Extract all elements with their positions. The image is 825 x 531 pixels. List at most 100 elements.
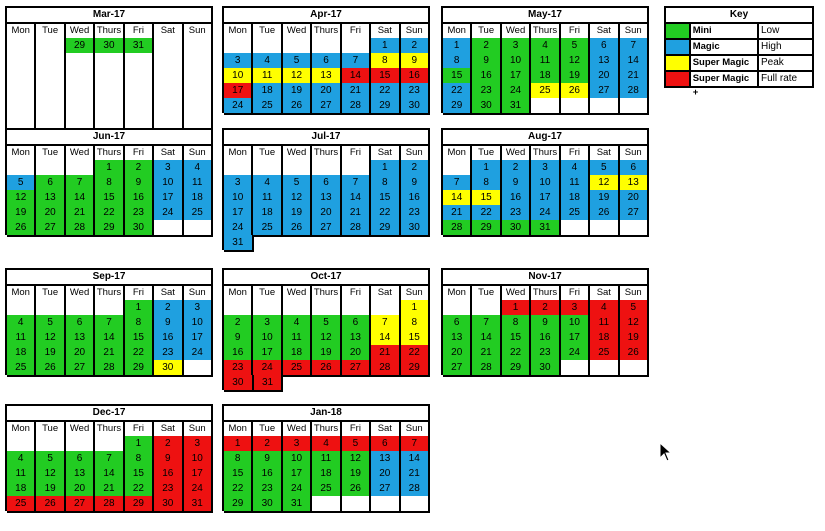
day-cell: [371, 496, 401, 513]
week-row: 25 26 27 28 29 30 31: [7, 496, 213, 513]
day-cell: [560, 220, 591, 237]
week-row: 13 14 15 16 17 18 19: [443, 330, 649, 347]
key-tier-name: Super Magic: [691, 56, 759, 70]
month-grid: Mon Tue Wed Thurs Fri Sat Sun 29 30 31: [5, 22, 213, 130]
month-title: Dec-17: [5, 404, 213, 420]
day-cell: 31: [224, 235, 254, 252]
key-row: Magic High: [664, 40, 815, 56]
key-swatch: [666, 56, 691, 70]
day-header-row: Mon Tue Wed Thurs Fri Sat Sun: [7, 286, 213, 302]
day-cell: 29: [124, 360, 155, 377]
week-row: 8 9 10 11 12 13 14: [224, 451, 430, 468]
month-grid: Mon Tue Wed Thurs Fri Sat Sun 1 2 3 4 5 6 7 8 9 10 11 12 13…: [441, 284, 649, 377]
day-cell: 29: [371, 98, 401, 115]
day-cell: [154, 220, 184, 237]
week-row: [7, 113, 213, 130]
day-cell: 29: [472, 220, 502, 237]
week-row: 5 6 7 8 9 10 11: [7, 175, 213, 192]
day-header-row: Mon Tue Wed Thurs Fri Sat Sun: [443, 146, 649, 162]
day-cell: 27: [65, 360, 96, 377]
week-row: 15 16 17 18 19 20 21: [224, 466, 430, 483]
day-cell: 31: [282, 496, 313, 513]
week-row: 18 19 20 21 22 23 24: [7, 345, 213, 362]
day-cell: [619, 98, 649, 115]
week-row: 25 26 27 28 29 30: [7, 360, 213, 377]
day-cell: 26: [312, 360, 342, 377]
month-grid: Mon Tue Wed Thurs Fri Sat Sun 1 2 3 4 5 6 7 8 9 10 11 12 13…: [222, 22, 430, 115]
month-calendar: Jul-17 Mon Tue Wed Thurs Fri Sat Sun 1 2 3 4 5 6 7 8 9 10…: [222, 128, 430, 252]
key-rows: Mini Low Magic High Super Magic Peak Super Mag…: [664, 24, 815, 98]
month-calendar: Jun-17 Mon Tue Wed Thurs Fri Sat Sun 1 2 3 4 5 6 7 8 9 10…: [5, 128, 213, 237]
week-row: 4 5 6 7 8 9 10: [7, 451, 213, 468]
week-row: 29 30 31: [224, 496, 430, 513]
day-cell: 28: [371, 360, 401, 377]
week-row: [7, 98, 213, 115]
day-header-row: Mon Tue Wed Thurs Fri Sat Sun: [224, 146, 430, 162]
day-cell: 31: [531, 220, 561, 237]
day-cell: 28: [95, 496, 125, 513]
month-title: Mar-17: [5, 6, 213, 22]
day-header-row: Mon Tue Wed Thurs Fri Sat Sun: [443, 24, 649, 40]
week-row: 28 29 30 31: [443, 220, 649, 237]
month-calendar: Oct-17 Mon Tue Wed Thurs Fri Sat Sun 1 2 3 4 5 6 7 8 9 10…: [222, 268, 430, 392]
day-cell: [619, 360, 649, 377]
month-title: Jun-17: [5, 128, 213, 144]
key-tier-name: Super Magic +: [691, 72, 759, 98]
day-header-row: Mon Tue Wed Thurs Fri Sat Sun: [224, 24, 430, 40]
month-title: Jan-18: [222, 404, 430, 420]
key-tier-name: Magic: [691, 40, 759, 54]
key-swatch: [666, 40, 691, 54]
day-cell: 31: [183, 496, 213, 513]
week-row: 11 12 13 14 15 16 17: [7, 466, 213, 483]
day-cell: [531, 98, 561, 115]
day-cell: [560, 98, 591, 115]
day-cell: 26: [36, 496, 66, 513]
week-row: 1: [224, 300, 430, 317]
day-cell: 25: [282, 360, 313, 377]
month-calendar: Aug-17 Mon Tue Wed Thurs Fri Sat Sun 1 2 3 4 5 6 7 8 9 10…: [441, 128, 649, 237]
key-swatch: [666, 24, 691, 38]
week-row: 27 28 29 30: [443, 360, 649, 377]
day-cell: 28: [95, 360, 125, 377]
day-header-row: Mon Tue Wed Thurs Fri Sat Sun: [443, 286, 649, 302]
day-cell: 28: [341, 220, 372, 237]
day-cell: 29: [124, 496, 155, 513]
key-row: Super Magic Peak: [664, 56, 815, 72]
month-calendar: Apr-17 Mon Tue Wed Thurs Fri Sat Sun 1 2 3 4 5 6 7 8 9 10…: [222, 6, 430, 115]
day-cell: 25: [7, 360, 37, 377]
week-row: 15 16 17 18 19 20 21: [443, 68, 649, 85]
day-cell: 30: [124, 220, 155, 237]
key-row: Super Magic + Full rate: [664, 72, 815, 98]
day-cell: 30: [472, 98, 502, 115]
day-header-row: Mon Tue Wed Thurs Fri Sat Sun: [7, 422, 213, 438]
month-title: Oct-17: [222, 268, 430, 284]
month-title: Aug-17: [441, 128, 649, 144]
week-row: 12 13 14 15 16 17 18: [7, 190, 213, 207]
day-cell: 30: [400, 98, 430, 115]
key-tier-name: Mini: [691, 24, 759, 38]
day-header-row: Mon Tue Wed Thurs Fri Sat Sun: [224, 422, 430, 438]
day-cell: [341, 496, 372, 513]
day-cell: 30: [253, 496, 283, 513]
week-row: 16 17 18 19 20 21 22: [224, 345, 430, 362]
day-cell: 26: [36, 360, 66, 377]
day-cell: [590, 98, 620, 115]
month-title: Sep-17: [5, 268, 213, 284]
day-cell: 27: [312, 98, 342, 115]
month-grid: Mon Tue Wed Thurs Fri Sat Sun 1 2 3 4 5 6 7 8 9 10 11 12 13…: [5, 284, 213, 377]
day-cell: 29: [371, 220, 401, 237]
day-cell: 29: [224, 496, 254, 513]
month-grid: Mon Tue Wed Thurs Fri Sat Sun 1 2 3 4 5 6 7 8 9 10 11 12 13…: [5, 144, 213, 237]
day-cell: 31: [501, 98, 532, 115]
day-cell: 28: [472, 360, 502, 377]
month-grid: Mon Tue Wed Thurs Fri Sat Sun 1 2 3 4 5 6 7 8 9 10 11 12 13…: [222, 420, 430, 513]
